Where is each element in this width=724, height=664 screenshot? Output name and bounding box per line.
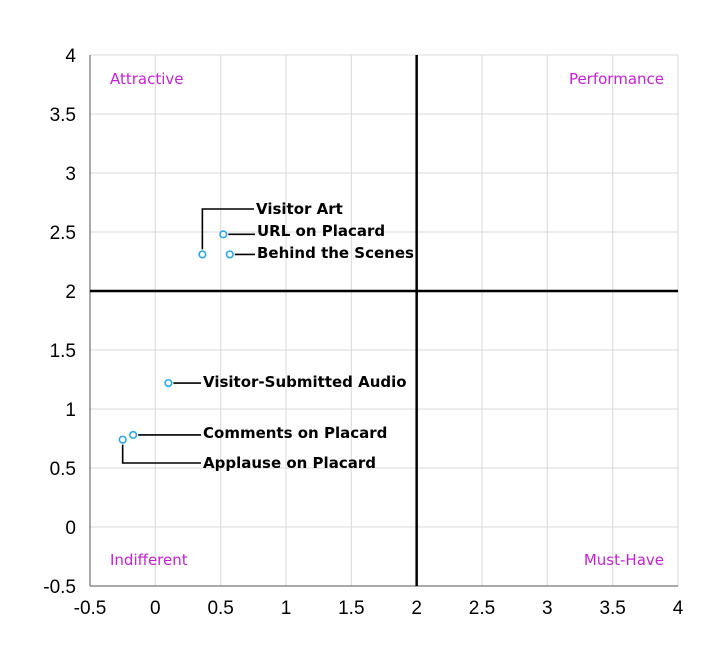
data-point <box>129 430 138 440</box>
data-point <box>118 435 127 444</box>
data-point <box>225 250 234 259</box>
x-tick-label: 1.5 <box>338 598 364 619</box>
point-label: URL on Placard <box>257 222 385 240</box>
x-tick-label: -0.5 <box>74 598 107 619</box>
x-tick-label: 0 <box>150 598 161 619</box>
data-point <box>219 230 228 239</box>
y-tick-label: 4 <box>65 46 76 67</box>
y-tick-label: 3.5 <box>50 105 76 126</box>
quadrant-label-bottom-right: Must-Have <box>584 551 664 569</box>
quadrant-label-bottom-left: Indifferent <box>110 551 188 569</box>
y-tick-label: 2 <box>65 282 76 303</box>
leader-line <box>121 444 201 464</box>
x-tick-label: 0.5 <box>207 598 233 619</box>
x-tick-label: 3.5 <box>599 598 625 619</box>
y-tick-label: 1 <box>65 400 76 421</box>
point-label: Visitor-Submitted Audio <box>203 373 407 391</box>
point-label: Comments on Placard <box>203 424 387 442</box>
axes <box>89 55 678 587</box>
point-label: Visitor Art <box>256 200 343 218</box>
leader-line <box>201 208 254 250</box>
x-tick-label: 3 <box>542 598 553 619</box>
point-label: Behind the Scenes <box>257 244 414 262</box>
y-tick-label: 1.5 <box>50 341 76 362</box>
y-tick-label: 3 <box>65 164 76 185</box>
data-point <box>198 250 207 259</box>
point-labels: Visitor Art URL on Placard Behind the Scen… <box>203 200 414 472</box>
x-tick-label: 2.5 <box>469 598 495 619</box>
quadrant-labels: Attractive Performance Indifferent Must-… <box>110 70 664 569</box>
data-point <box>164 378 173 388</box>
y-tick-label: -0.5 <box>43 577 76 598</box>
x-tick-label: 2 <box>411 598 422 619</box>
leader-lines <box>121 208 255 464</box>
y-tick-label: 0.5 <box>50 459 76 480</box>
y-tick-label: 0 <box>65 518 76 539</box>
quadrant-label-top-left: Attractive <box>110 70 184 88</box>
point-label: Applause on Placard <box>203 454 376 472</box>
y-tick-label: 2.5 <box>50 223 76 244</box>
tick-labels: -0.5 0 0.5 1 1.5 2 2.5 3 3.5 4 -0.5 0 0.5 1 1.5 2 2.5 3 3.… <box>43 46 683 619</box>
x-tick-label: 4 <box>673 598 684 619</box>
x-tick-label: 1 <box>281 598 292 619</box>
quadrant-label-top-right: Performance <box>569 70 664 88</box>
grid <box>89 54 679 587</box>
data-points <box>118 230 234 444</box>
